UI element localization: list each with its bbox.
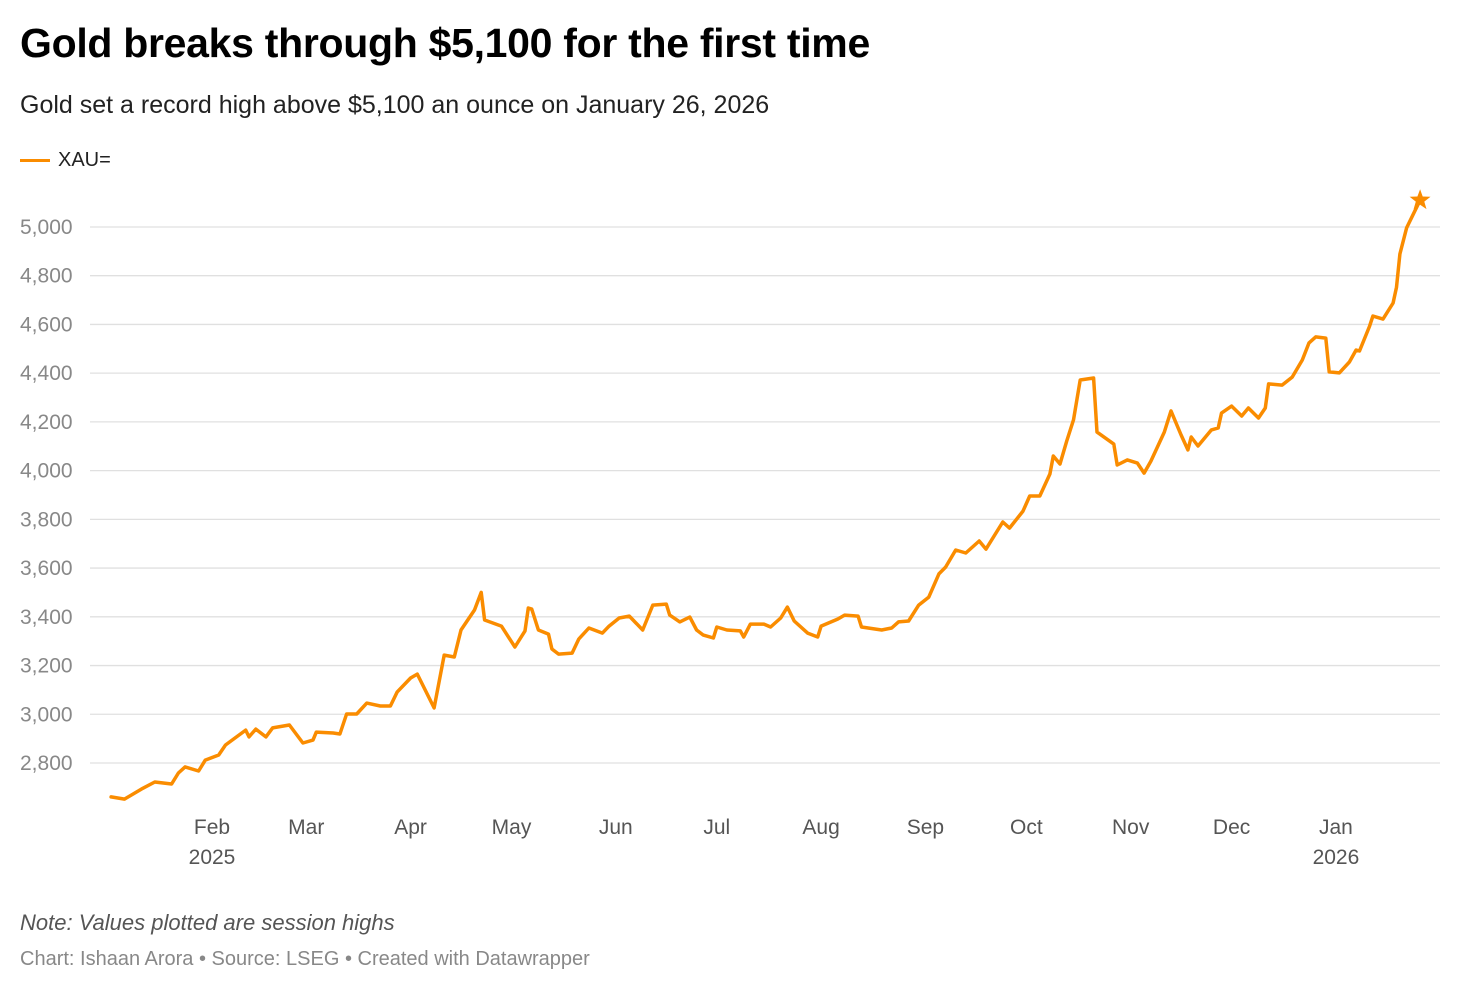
x-tick-label: Mar	[288, 816, 324, 839]
chart-note: Note: Values plotted are session highs	[20, 910, 395, 935]
y-tick-label: 2,800	[20, 752, 73, 775]
y-tick-label: 4,600	[20, 313, 73, 336]
record-high-star-icon	[1409, 189, 1431, 210]
x-tick-label: Jan	[1319, 816, 1353, 839]
y-tick-label: 3,200	[20, 655, 73, 678]
y-tick-label: 3,000	[20, 703, 73, 726]
y-tick-label: 4,200	[20, 411, 73, 434]
y-tick-label: 5,000	[20, 216, 73, 239]
chart-title: Gold breaks through $5,100 for the first…	[20, 20, 870, 66]
series-line-xau	[109, 198, 1422, 801]
x-tick-label: Oct	[1010, 816, 1043, 839]
y-tick-label: 3,400	[20, 606, 73, 629]
x-tick-year-label: 2026	[1313, 846, 1360, 869]
x-tick-label: Aug	[802, 816, 839, 839]
y-tick-label: 3,800	[20, 508, 73, 531]
chart-subtitle: Gold set a record high above $5,100 an o…	[20, 91, 770, 119]
legend-swatch	[20, 159, 50, 162]
x-tick-label: Jul	[703, 816, 730, 839]
x-tick-year-label: 2025	[189, 846, 236, 869]
x-tick-label: Jun	[599, 816, 633, 839]
x-tick-label: Feb	[194, 816, 230, 839]
x-tick-label: May	[492, 816, 532, 839]
chart-credit: Chart: Ishaan Arora • Source: LSEG • Cre…	[20, 948, 590, 970]
y-tick-label: 4,400	[20, 362, 73, 385]
x-tick-label: Nov	[1112, 816, 1150, 839]
x-tick-label: Apr	[394, 816, 427, 839]
x-tick-label: Sep	[907, 816, 944, 839]
y-tick-label: 4,000	[20, 460, 73, 483]
y-tick-label: 3,600	[20, 557, 73, 580]
x-tick-label: Dec	[1213, 816, 1250, 839]
legend-label: XAU=	[58, 149, 111, 171]
legend: XAU=	[20, 149, 111, 172]
y-tick-label: 4,800	[20, 265, 73, 288]
